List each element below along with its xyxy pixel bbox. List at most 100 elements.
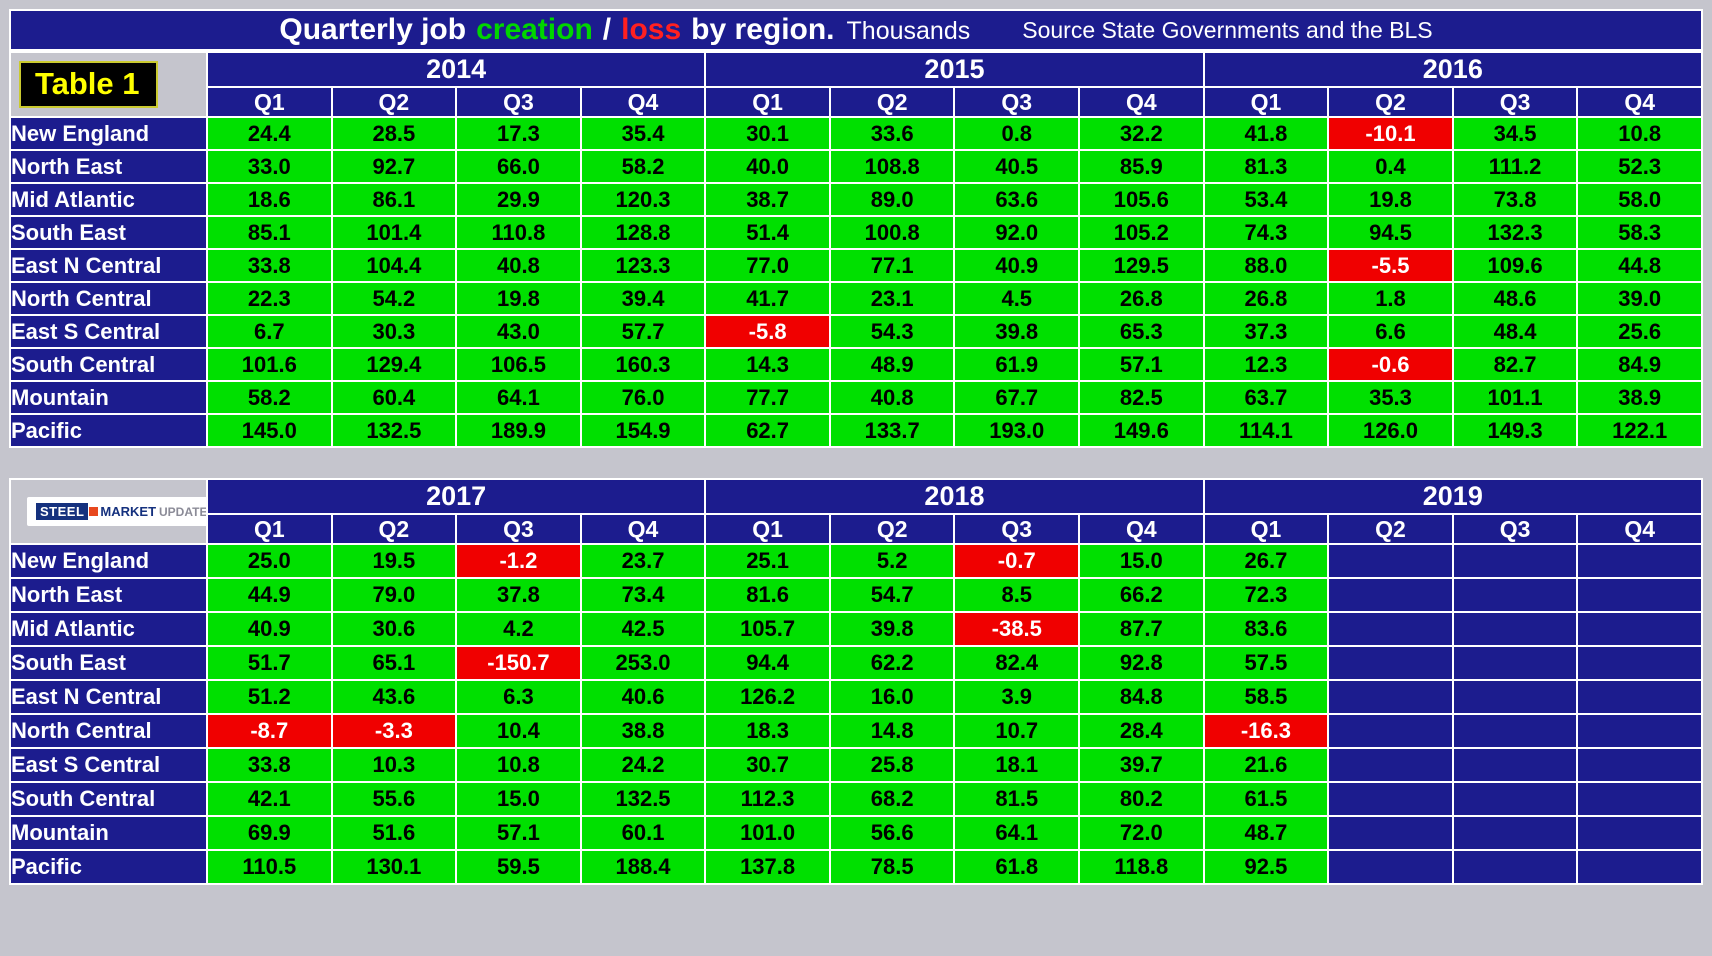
cell-2019-Q3-south-central — [1451, 781, 1579, 817]
cell-2017-Q1-pacific: 110.5 — [206, 849, 333, 885]
cell-2014-Q3-east-n-central: 40.8 — [455, 248, 582, 283]
cell-2016-Q3-new-england: 34.5 — [1451, 116, 1579, 151]
cell-2015-Q2-south-central: 48.9 — [828, 347, 956, 382]
cell-2014-Q3-new-england: 17.3 — [455, 116, 582, 151]
cell-2018-Q2-mountain: 56.6 — [828, 815, 956, 851]
cell-2019-Q3-north-east — [1451, 577, 1579, 613]
cell-2016-Q1-north-east: 81.3 — [1202, 149, 1330, 184]
cell-2018-Q1-east-s-central: 30.7 — [704, 747, 831, 783]
cell-2016-Q3-east-n-central: 109.6 — [1451, 248, 1579, 283]
cell-2016-Q2-mountain: 35.3 — [1327, 380, 1454, 415]
cell-2017-Q2-south-east: 65.1 — [330, 645, 458, 681]
quarter-header-2015-Q2: Q2 — [828, 86, 956, 118]
cell-2017-Q2-mid-atlantic: 30.6 — [330, 611, 458, 647]
cell-2019-Q4-new-england — [1576, 543, 1703, 579]
quarter-header-2019-Q2: Q2 — [1327, 513, 1454, 545]
cell-2017-Q4-north-east: 73.4 — [579, 577, 707, 613]
cell-2019-Q3-pacific — [1451, 849, 1579, 885]
table-row-north-east: North East 33.0 92.7 66.0 58.2 40.0 108.8 40.5 8… — [9, 149, 1703, 184]
cell-2019-Q1-north-east: 72.3 — [1202, 577, 1330, 613]
cell-2019-Q2-south-east — [1327, 645, 1454, 681]
cell-2014-Q1-mid-atlantic: 18.6 — [206, 182, 333, 217]
table-row-mid-atlantic: Mid Atlantic 40.9 30.6 4.2 42.5 105.7 39.8 -38.… — [9, 611, 1703, 647]
cell-2016-Q4-north-east: 52.3 — [1576, 149, 1703, 184]
cell-2019-Q1-east-s-central: 21.6 — [1202, 747, 1330, 783]
cell-2016-Q3-mountain: 101.1 — [1451, 380, 1579, 415]
cell-2014-Q2-south-east: 101.4 — [330, 215, 458, 250]
cell-2018-Q3-north-central: 10.7 — [953, 713, 1081, 749]
table-row-mountain: Mountain 69.9 51.6 57.1 60.1 101.0 56.6 64.1 72.… — [9, 815, 1703, 851]
cell-2017-Q1-south-east: 51.7 — [206, 645, 333, 681]
region-label-east-s-central: East S Central — [9, 747, 208, 783]
cell-2019-Q4-south-central — [1576, 781, 1703, 817]
cell-2018-Q2-east-s-central: 25.8 — [828, 747, 956, 783]
page-title: Quarterly job creation / loss by region.… — [279, 13, 970, 47]
cell-2016-Q2-mid-atlantic: 19.8 — [1327, 182, 1454, 217]
cell-2015-Q2-mountain: 40.8 — [828, 380, 956, 415]
cell-2018-Q3-east-s-central: 18.1 — [953, 747, 1081, 783]
cell-2015-Q2-south-east: 100.8 — [828, 215, 956, 250]
quarter-header-2016-Q1: Q1 — [1202, 86, 1330, 118]
quarter-header-2019-Q4: Q4 — [1576, 513, 1703, 545]
cell-2016-Q2-east-n-central: -5.5 — [1327, 248, 1454, 283]
smu-logo: STEEL MARKET UPDATE — [27, 497, 205, 526]
quarter-header-2019-Q1: Q1 — [1202, 513, 1330, 545]
cell-2014-Q3-mountain: 64.1 — [455, 380, 582, 415]
region-label-mountain: Mountain — [9, 815, 208, 851]
cell-2018-Q4-north-central: 28.4 — [1078, 713, 1205, 749]
cell-2017-Q4-east-s-central: 24.2 — [579, 747, 707, 783]
cell-2014-Q3-north-east: 66.0 — [455, 149, 582, 184]
cell-2014-Q1-mountain: 58.2 — [206, 380, 333, 415]
cell-2014-Q2-pacific: 132.5 — [330, 413, 458, 448]
cell-2014-Q1-new-england: 24.4 — [206, 116, 333, 151]
cell-2018-Q1-north-east: 81.6 — [704, 577, 831, 613]
cell-2014-Q2-north-central: 54.2 — [330, 281, 458, 316]
cell-2015-Q3-north-east: 40.5 — [953, 149, 1081, 184]
cell-2019-Q4-mid-atlantic — [1576, 611, 1703, 647]
quarter-header-2017-Q3: Q3 — [455, 513, 582, 545]
cell-2017-Q4-north-central: 38.8 — [579, 713, 707, 749]
table1-header: Table 1 2014 2015 2016 Q1 Q2 Q3 Q4 Q1 Q2 Q3 Q4 Q1 Q2 Q… — [9, 51, 1704, 118]
cell-2019-Q4-mountain — [1576, 815, 1703, 851]
cell-2016-Q3-south-central: 82.7 — [1451, 347, 1579, 382]
cell-2016-Q1-mid-atlantic: 53.4 — [1202, 182, 1330, 217]
cell-2019-Q4-east-n-central — [1576, 679, 1703, 715]
cell-2015-Q1-pacific: 62.7 — [704, 413, 831, 448]
cell-2014-Q4-east-n-central: 123.3 — [579, 248, 707, 283]
cell-2016-Q3-mid-atlantic: 73.8 — [1451, 182, 1579, 217]
cell-2017-Q1-east-n-central: 51.2 — [206, 679, 333, 715]
cell-2017-Q3-new-england: -1.2 — [455, 543, 582, 579]
quarter-header-2015-Q3: Q3 — [953, 86, 1081, 118]
table2-body: New England 25.0 19.5 -1.2 23.7 25.1 5.2 -0.7 15… — [9, 543, 1703, 885]
cell-2014-Q4-pacific: 154.9 — [579, 413, 707, 448]
cell-2019-Q4-east-s-central — [1576, 747, 1703, 783]
cell-2017-Q2-east-n-central: 43.6 — [330, 679, 458, 715]
cell-2016-Q4-east-n-central: 44.8 — [1576, 248, 1703, 283]
cell-2016-Q4-north-central: 39.0 — [1576, 281, 1703, 316]
cell-2015-Q4-north-central: 26.8 — [1078, 281, 1205, 316]
jobs-table-2017-2019: STEEL MARKET UPDATE 2017 2018 2019 Q1 Q2 Q3 Q4 Q1 Q… — [9, 478, 1704, 885]
table-row-new-england: New England 25.0 19.5 -1.2 23.7 25.1 5.2 -0.7 15… — [9, 543, 1703, 579]
cell-2017-Q2-north-central: -3.3 — [330, 713, 458, 749]
cell-2015-Q3-north-central: 4.5 — [953, 281, 1081, 316]
cell-2014-Q4-east-s-central: 57.7 — [579, 314, 707, 349]
cell-2016-Q1-south-central: 12.3 — [1202, 347, 1330, 382]
region-label-east-n-central: East N Central — [9, 679, 208, 715]
cell-2016-Q1-east-s-central: 37.3 — [1202, 314, 1330, 349]
cell-2018-Q2-new-england: 5.2 — [828, 543, 956, 579]
cell-2014-Q1-north-central: 22.3 — [206, 281, 333, 316]
cell-2017-Q2-pacific: 130.1 — [330, 849, 458, 885]
table-row-south-central: South Central 42.1 55.6 15.0 132.5 112.3 68.2 8… — [9, 781, 1703, 817]
cell-2016-Q2-pacific: 126.0 — [1327, 413, 1454, 448]
quarter-header-2018-Q3: Q3 — [953, 513, 1081, 545]
cell-2015-Q2-east-s-central: 54.3 — [828, 314, 956, 349]
cell-2014-Q4-mountain: 76.0 — [579, 380, 707, 415]
cell-2014-Q2-mid-atlantic: 86.1 — [330, 182, 458, 217]
quarter-header-2019-Q3: Q3 — [1451, 513, 1579, 545]
cell-2017-Q1-north-east: 44.9 — [206, 577, 333, 613]
cell-2017-Q3-east-s-central: 10.8 — [455, 747, 582, 783]
table-row-east-n-central: East N Central 51.2 43.6 6.3 40.6 126.2 16.0 3.… — [9, 679, 1703, 715]
year-header-2015: 2015 — [704, 51, 1205, 88]
table-row-east-s-central: East S Central 33.8 10.3 10.8 24.2 30.7 25.8 18… — [9, 747, 1703, 783]
table-row-mountain: Mountain 58.2 60.4 64.1 76.0 77.7 40.8 67.7 82.5… — [9, 380, 1703, 415]
